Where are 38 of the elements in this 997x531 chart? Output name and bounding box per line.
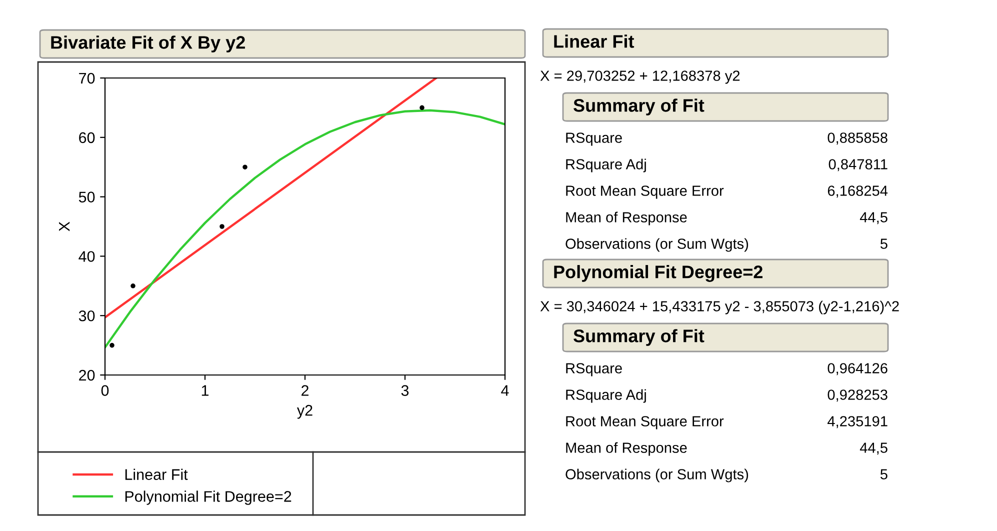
text: Observations (or Sum Wgts) 5 [566, 468, 888, 482]
text: Root Mean Square Error 6,168254 [566, 186, 888, 199]
y-tick-label: 50 [78, 192, 95, 202]
text: Summary of Fit [574, 98, 704, 116]
text: Mean of Response 44,5 [566, 442, 888, 456]
text: Root Mean Square Error 4,235191 [566, 416, 888, 430]
y-tick-label: 40 [78, 251, 95, 262]
point [110, 342, 114, 348]
text: Observations (or Sum Wgts) 5 [566, 238, 888, 252]
text: Linear Fit [554, 34, 634, 48]
text: RSquare Adj 0,847811 [566, 158, 888, 172]
y-tick-label: 20 [79, 370, 95, 381]
line-series [105, 109, 505, 348]
x-tick-label: 0 [101, 385, 109, 396]
text: Polynomial Fit Degree=2 [554, 265, 762, 282]
text: X = 29,703252 + 12,168378 y2 [540, 70, 740, 84]
text: RSquare 0,885858 [566, 132, 888, 146]
chart-title: Bivariate Fit of X By y2 [51, 36, 245, 52]
y-tick-label: 70 [79, 72, 95, 84]
x-tick-label: 2 [302, 385, 308, 396]
y-tick-label: 60 [79, 132, 95, 144]
point [242, 164, 248, 170]
legend-label: Polynomial Fit Degree=2 [125, 490, 292, 505]
point [130, 284, 136, 288]
y-tick-label: 30 [78, 310, 95, 322]
point [220, 224, 224, 229]
text: RSquare 0,964126 [566, 363, 888, 376]
text: Mean of Response 44,5 [566, 212, 888, 226]
text: X = 30,346024 + 15,433175 y2 - 3,855073 (y2-1,216)^2 [540, 300, 899, 314]
x-tick-label: 4 [501, 385, 509, 396]
x-tick-label: 1 [202, 385, 209, 396]
text: Summary of Fit [574, 329, 704, 346]
legend-label: Linear Fit [125, 468, 188, 480]
x-tick-label: 3 [401, 385, 409, 396]
text: RSquare Adj 0,928253 [566, 389, 888, 403]
y-axis-title: X [59, 222, 70, 232]
x-axis-title: y2 [296, 404, 312, 419]
point [420, 105, 424, 110]
